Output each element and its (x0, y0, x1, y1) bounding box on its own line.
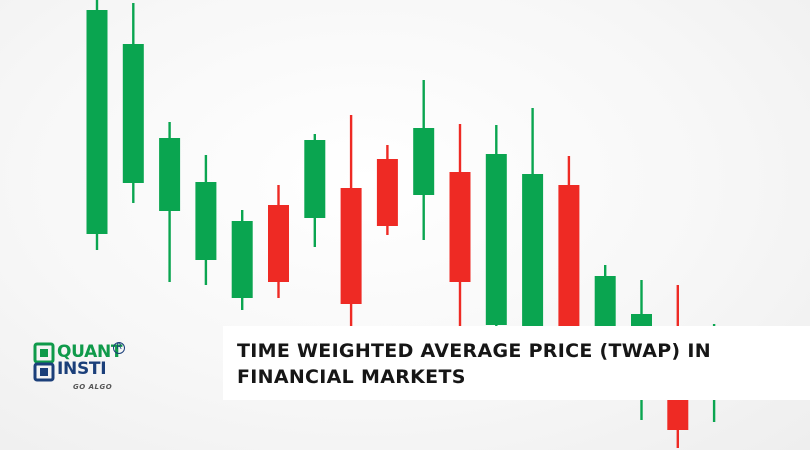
candle-12-body (486, 154, 507, 325)
candle-9-body (377, 159, 398, 226)
candle-7-body (304, 140, 325, 218)
candle-4-body (195, 182, 216, 260)
candle-5-body (232, 221, 253, 298)
registered-mark: R (113, 342, 125, 354)
candle-6-body (268, 205, 289, 282)
title-banner: TIME WEIGHTED AVERAGE PRICE (TWAP) IN FI… (223, 326, 810, 400)
candle-8-body (341, 188, 362, 304)
logo-word-insti: INSTI (57, 360, 106, 378)
quantinsti-mark-icon (33, 342, 57, 382)
quantinsti-logo: QUANT INSTI R GO ALGO (33, 340, 129, 410)
candle-2-body (123, 44, 144, 183)
candle-15-body (595, 276, 616, 330)
title-line-1: TIME WEIGHTED AVERAGE PRICE (TWAP) IN (237, 338, 796, 364)
title-line-2: FINANCIAL MARKETS (237, 364, 796, 390)
candle-1-body (87, 10, 108, 234)
logo-tagline: GO ALGO (73, 383, 112, 391)
candle-11-body (450, 172, 471, 282)
candle-10-body (413, 128, 434, 195)
candle-3-body (159, 138, 180, 211)
